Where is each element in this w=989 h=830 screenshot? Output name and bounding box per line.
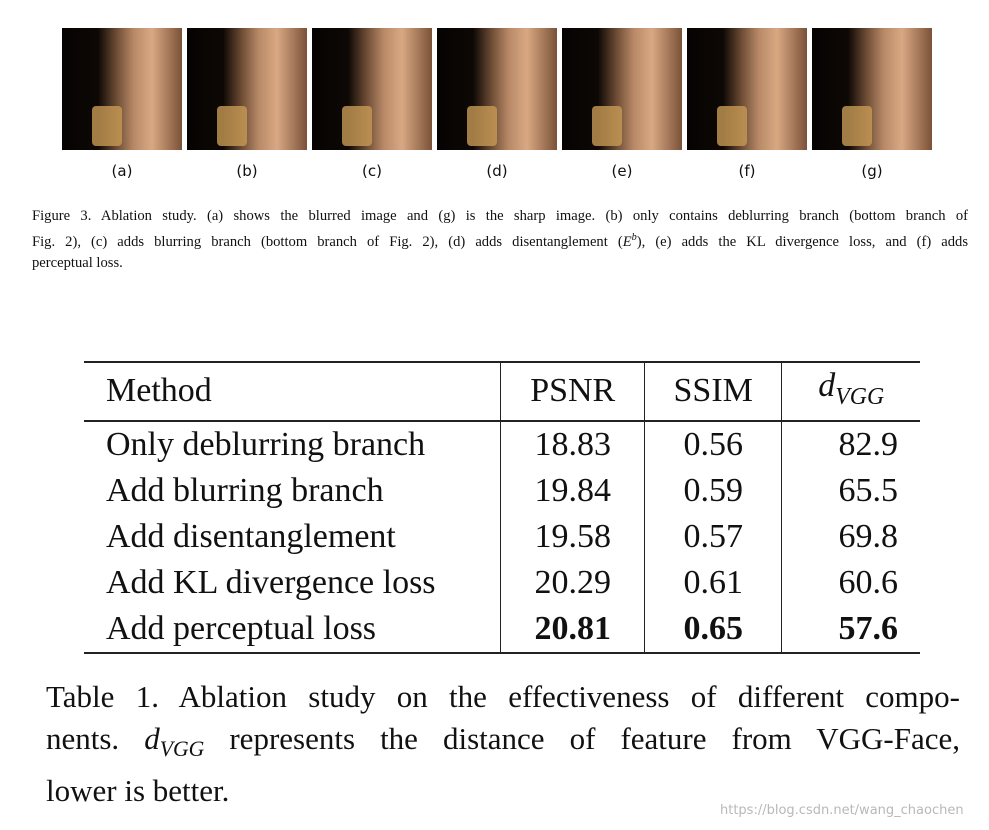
math-base: E <box>622 233 632 250</box>
metric-cell: 0.61 <box>643 559 782 606</box>
header-cell: dVGG <box>781 361 920 422</box>
table-row: Add disentanglement 19.58 0.57 69.8 <box>84 513 920 560</box>
metric-cell: 60.6 <box>781 559 920 606</box>
header-cell: PSNR <box>500 361 645 422</box>
panel-label: (c) <box>362 162 382 180</box>
method-cell: Only deblurring branch <box>106 425 426 463</box>
table-row: Only deblurring branch 18.83 0.56 82.9 <box>84 420 920 468</box>
metric-cell: 19.84 <box>500 467 645 514</box>
math: Eb <box>622 232 637 250</box>
face-image <box>562 28 682 150</box>
metric-cell: 0.56 <box>643 420 782 468</box>
math-sup: b <box>631 232 637 243</box>
face-image <box>812 28 932 150</box>
method-cell: Add perceptual loss <box>84 605 501 654</box>
metric-cell: 65.5 <box>781 467 920 514</box>
face-image <box>437 28 557 150</box>
caption-line: lower is better. <box>46 773 230 809</box>
metric-cell: 0.57 <box>643 513 782 560</box>
metric-cell: 20.29 <box>500 559 645 606</box>
metric-cell: 18.83 <box>500 420 645 468</box>
table-body: Only deblurring branch 18.83 0.56 82.9 Add b… <box>84 420 920 654</box>
math-base: d <box>144 721 160 756</box>
math-sub: VGG <box>159 737 205 762</box>
face-image <box>62 28 182 150</box>
header-cell: SSIM <box>643 361 782 422</box>
panel-label: (b) <box>236 162 258 180</box>
caption-text: represents the distance of feature from … <box>229 721 961 756</box>
face-image <box>312 28 432 150</box>
metric-cell: 0.65 <box>643 605 782 654</box>
caption-text: Fig. 2), (c) adds blurring branch (botto… <box>32 233 623 250</box>
table-caption: Table 1. Ablation study on the effective… <box>46 676 960 812</box>
caption-line: Fig. 2), (c) adds blurring branch (botto… <box>32 227 968 253</box>
watermark: https://blog.csdn.net/wang_chaochen <box>720 803 964 818</box>
method-cell: Add KL divergence loss <box>106 563 436 601</box>
panel-label: (g) <box>861 162 883 180</box>
method-cell: Add blurring branch <box>106 471 384 509</box>
metric-cell: 20.81 <box>500 605 645 654</box>
panel-label: (f) <box>738 162 756 180</box>
metric-cell: 69.8 <box>781 513 920 560</box>
caption-line: perceptual loss. <box>32 254 123 271</box>
header-cell: Method <box>84 361 501 422</box>
panel-label: (a) <box>111 162 133 180</box>
caption-text: nents. <box>46 721 120 756</box>
header-row: Method PSNR SSIM dVGG <box>84 361 920 422</box>
caption-text: ), (e) adds the KL divergence loss, and … <box>636 233 969 250</box>
metric-cell: 19.58 <box>500 513 645 560</box>
metric-cell: 0.59 <box>643 467 782 514</box>
method-cell: Add disentanglement <box>106 517 396 555</box>
caption-line: Table 1. Ablation study on the effective… <box>46 679 960 714</box>
caption-line: Figure 3. Ablation study. (a) shows the … <box>32 208 968 224</box>
table-row: Add KL divergence loss 20.29 0.61 60.6 <box>84 559 920 606</box>
math-sub: VGG <box>835 383 885 410</box>
face-image <box>187 28 307 150</box>
panel-label: (d) <box>486 162 508 180</box>
panel-label: (e) <box>611 162 633 180</box>
figure-caption: Figure 3. Ablation study. (a) shows the … <box>32 206 968 274</box>
metric-cell: 57.6 <box>781 605 920 654</box>
metric-cell: 82.9 <box>781 420 920 468</box>
face-image <box>687 28 807 150</box>
math-base: d <box>818 367 836 404</box>
table-row: Add perceptual loss 20.81 0.65 57.6 <box>84 605 920 654</box>
results-table: Method PSNR SSIM dVGG Only deblurring br… <box>84 361 920 654</box>
caption-line: nents. dVGG represents the distance of f… <box>46 718 960 770</box>
table-row: Add blurring branch 19.84 0.59 65.5 <box>84 467 920 514</box>
